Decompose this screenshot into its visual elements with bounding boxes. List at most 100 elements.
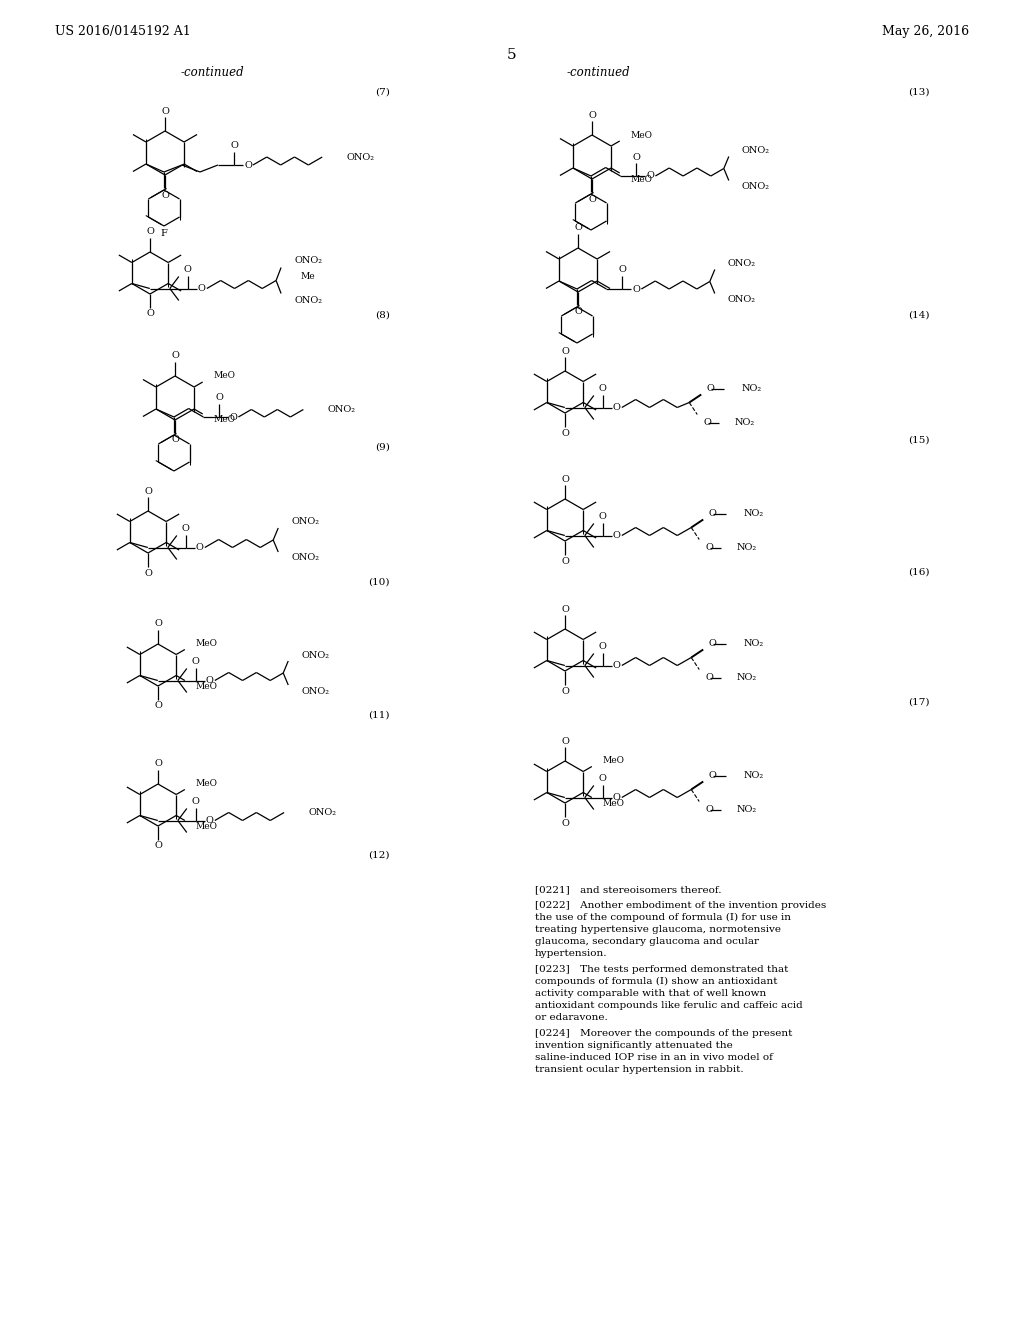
Text: O: O: [599, 384, 607, 393]
Text: O: O: [706, 543, 713, 552]
Text: O: O: [561, 686, 569, 696]
Text: O: O: [206, 676, 214, 685]
Text: [0222] Another embodiment of the invention provides: [0222] Another embodiment of the inventi…: [535, 902, 826, 909]
Text: NO₂: NO₂: [743, 639, 763, 648]
Text: NO₂: NO₂: [736, 543, 757, 552]
Text: MeO: MeO: [213, 416, 236, 425]
Text: O: O: [154, 759, 162, 768]
Text: ONO₂: ONO₂: [294, 296, 323, 305]
Text: O: O: [561, 818, 569, 828]
Text: O: O: [574, 308, 582, 317]
Text: (13): (13): [908, 87, 930, 96]
Text: (14): (14): [908, 310, 930, 319]
Text: [0223] The tests performed demonstrated that: [0223] The tests performed demonstrated …: [535, 965, 788, 974]
Text: NO₂: NO₂: [743, 510, 763, 517]
Text: O: O: [599, 774, 607, 783]
Text: (12): (12): [369, 850, 390, 859]
Text: [0224] Moreover the compounds of the present: [0224] Moreover the compounds of the pre…: [535, 1030, 793, 1038]
Text: (17): (17): [908, 697, 930, 706]
Text: ONO₂: ONO₂: [294, 256, 323, 265]
Text: ONO₂: ONO₂: [728, 294, 756, 304]
Text: glaucoma, secondary glaucoma and ocular: glaucoma, secondary glaucoma and ocular: [535, 937, 759, 946]
Text: O: O: [561, 474, 569, 483]
Text: NO₂: NO₂: [734, 418, 755, 426]
Text: O: O: [574, 223, 582, 232]
Text: O: O: [706, 673, 713, 682]
Text: ONO₂: ONO₂: [291, 553, 319, 562]
Text: activity comparable with that of well known: activity comparable with that of well kn…: [535, 989, 766, 998]
Text: ONO₂: ONO₂: [346, 153, 374, 161]
Text: O: O: [599, 642, 607, 651]
Text: -continued: -continued: [566, 66, 630, 79]
Text: (7): (7): [375, 87, 390, 96]
Text: O: O: [171, 436, 179, 445]
Text: MeO: MeO: [196, 822, 217, 832]
Text: O: O: [633, 285, 640, 293]
Text: O: O: [215, 393, 223, 403]
Text: ONO₂: ONO₂: [328, 405, 355, 414]
Text: ONO₂: ONO₂: [301, 686, 330, 696]
Text: saline-induced IOP rise in an in vivo model of: saline-induced IOP rise in an in vivo mo…: [535, 1053, 773, 1063]
Text: O: O: [184, 265, 191, 275]
Text: compounds of formula (I) show an antioxidant: compounds of formula (I) show an antioxi…: [535, 977, 777, 986]
Text: O: O: [703, 418, 711, 426]
Text: (16): (16): [908, 568, 930, 577]
Text: O: O: [613, 793, 621, 803]
Text: O: O: [709, 639, 716, 648]
Text: O: O: [707, 384, 714, 393]
Text: O: O: [599, 512, 607, 521]
Text: or edaravone.: or edaravone.: [535, 1012, 608, 1022]
Text: US 2016/0145192 A1: US 2016/0145192 A1: [55, 25, 190, 38]
Text: (9): (9): [375, 442, 390, 451]
Text: O: O: [561, 605, 569, 614]
Text: MeO: MeO: [630, 131, 652, 140]
Text: O: O: [191, 797, 200, 807]
Text: ONO₂: ONO₂: [308, 808, 336, 817]
Text: ONO₂: ONO₂: [728, 259, 756, 268]
Text: F: F: [161, 230, 167, 239]
Text: treating hypertensive glaucoma, normotensive: treating hypertensive glaucoma, normoten…: [535, 925, 781, 935]
Text: O: O: [146, 309, 154, 318]
Text: NO₂: NO₂: [743, 771, 763, 780]
Text: O: O: [561, 557, 569, 565]
Text: [0221] and stereoisomers thereof.: [0221] and stereoisomers thereof.: [535, 884, 722, 894]
Text: O: O: [613, 403, 621, 412]
Text: O: O: [709, 510, 716, 517]
Text: O: O: [709, 771, 716, 780]
Text: (11): (11): [369, 710, 390, 719]
Text: (10): (10): [369, 578, 390, 586]
Text: O: O: [146, 227, 154, 236]
Text: MeO: MeO: [213, 371, 236, 380]
Text: O: O: [561, 346, 569, 355]
Text: May 26, 2016: May 26, 2016: [882, 25, 969, 38]
Text: ONO₂: ONO₂: [291, 517, 319, 527]
Text: O: O: [144, 569, 152, 578]
Text: O: O: [154, 701, 162, 710]
Text: O: O: [561, 737, 569, 746]
Text: ONO₂: ONO₂: [741, 147, 770, 154]
Text: MeO: MeO: [196, 639, 217, 648]
Text: O: O: [191, 657, 200, 667]
Text: the use of the compound of formula (I) for use in: the use of the compound of formula (I) f…: [535, 913, 791, 923]
Text: Me: Me: [300, 272, 314, 281]
Text: O: O: [198, 284, 206, 293]
Text: O: O: [646, 172, 654, 181]
Text: O: O: [588, 194, 596, 203]
Text: NO₂: NO₂: [741, 384, 762, 393]
Text: O: O: [154, 842, 162, 850]
Text: O: O: [613, 531, 621, 540]
Text: MeO: MeO: [196, 682, 217, 690]
Text: NO₂: NO₂: [736, 805, 757, 814]
Text: O: O: [154, 619, 162, 628]
Text: O: O: [561, 429, 569, 437]
Text: invention significantly attenuated the: invention significantly attenuated the: [535, 1041, 733, 1049]
Text: O: O: [230, 141, 238, 150]
Text: transient ocular hypertension in rabbit.: transient ocular hypertension in rabbit.: [535, 1065, 743, 1074]
Text: O: O: [244, 161, 252, 169]
Text: O: O: [171, 351, 179, 360]
Text: MeO: MeO: [602, 756, 625, 766]
Text: O: O: [182, 524, 189, 533]
Text: O: O: [196, 543, 204, 552]
Text: O: O: [229, 412, 238, 421]
Text: O: O: [161, 190, 169, 199]
